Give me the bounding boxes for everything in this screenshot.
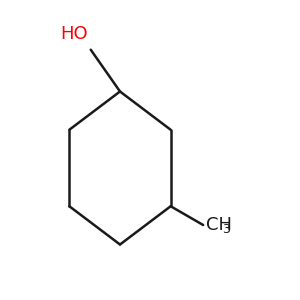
Text: CH: CH [206, 216, 232, 234]
Text: HO: HO [60, 25, 88, 43]
Text: 3: 3 [222, 223, 230, 236]
